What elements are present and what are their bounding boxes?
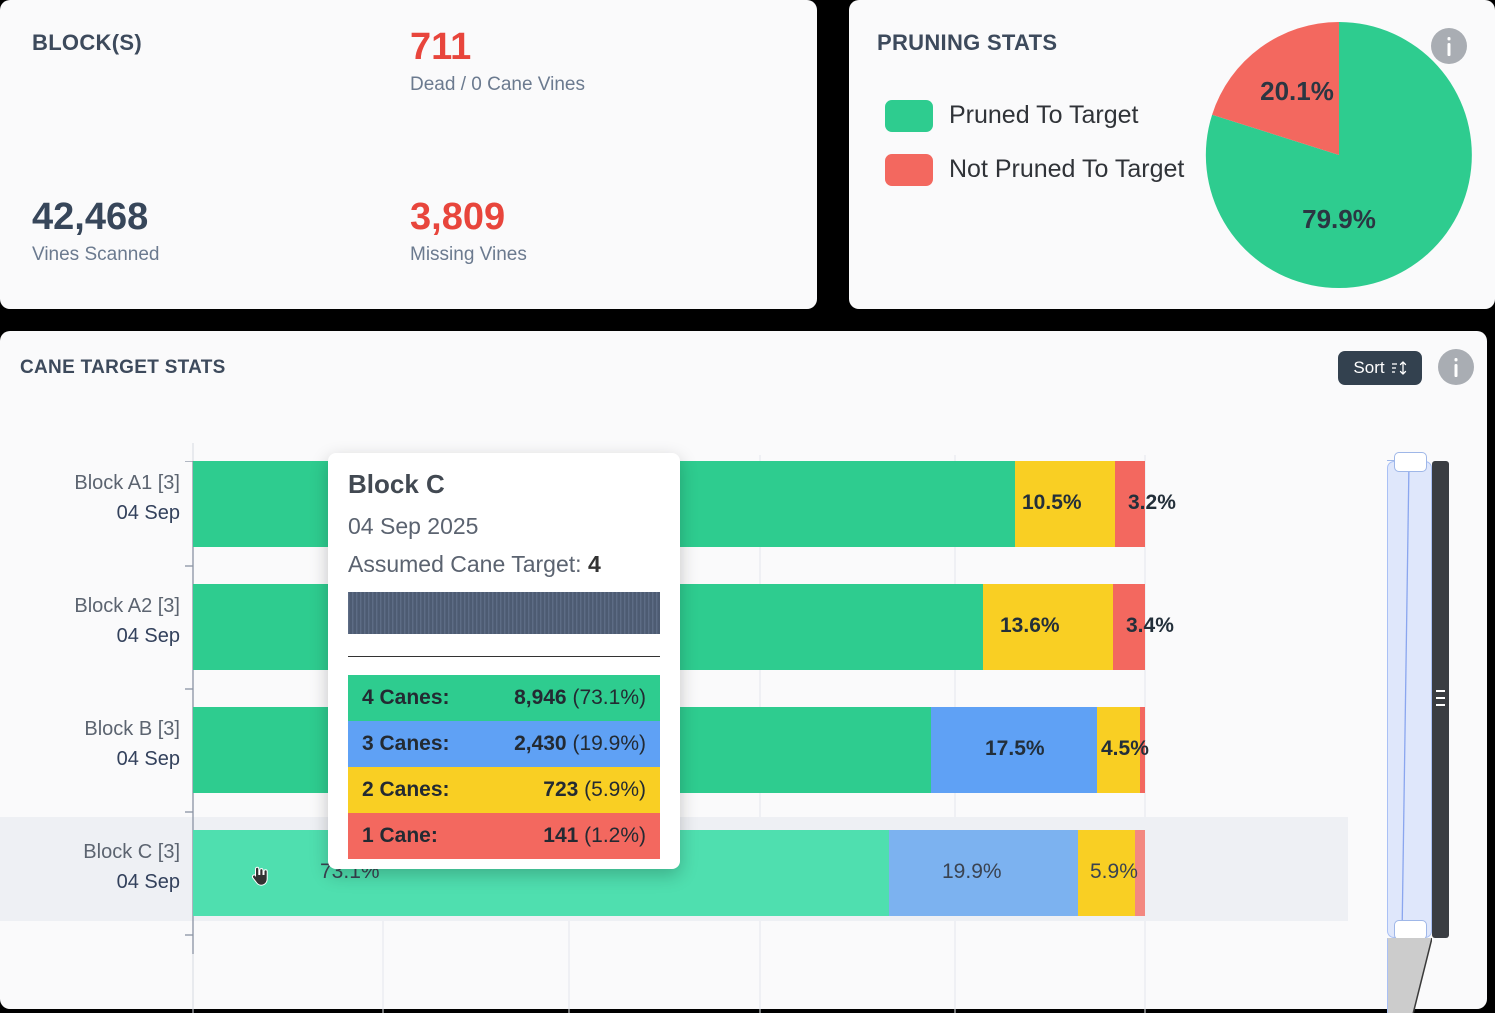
svg-text:20.1%: 20.1%	[1260, 76, 1334, 106]
svg-text:79.9%: 79.9%	[1302, 204, 1376, 234]
